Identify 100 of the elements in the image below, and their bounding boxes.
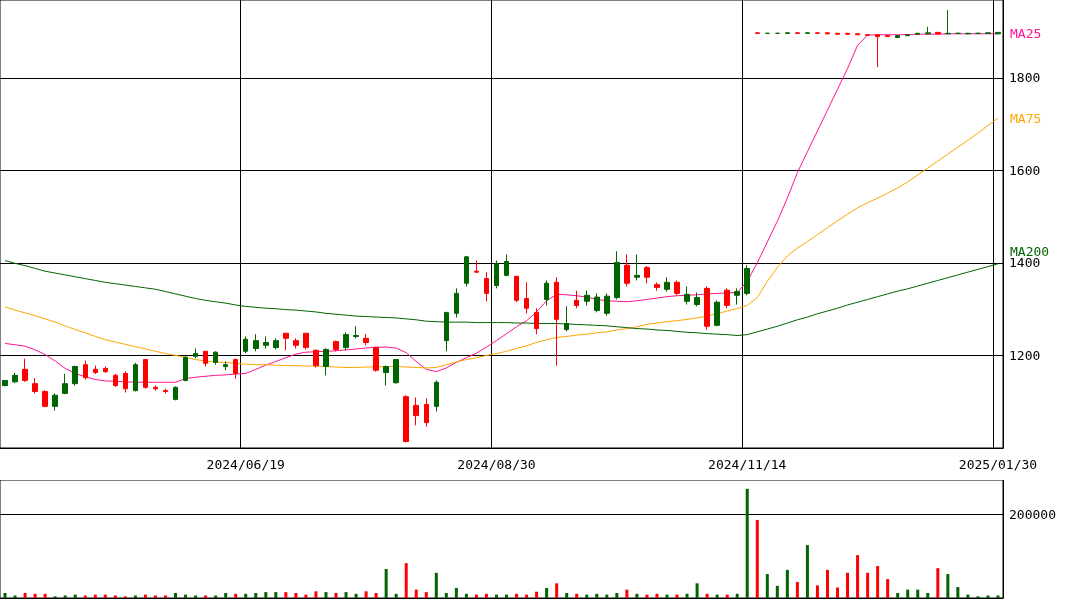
bar [886,579,890,598]
bar [986,595,990,598]
bar [153,595,157,598]
candlestick [684,285,690,306]
candlestick [22,358,28,383]
bar [234,593,238,598]
candlestick [203,350,208,368]
bar [505,594,509,598]
y-tick-label: 1800 [1009,70,1041,86]
bar [705,593,709,598]
candlestick [233,358,238,380]
bar [775,585,779,598]
x-tick-label: 2024/06/19 [206,457,285,472]
candlestick [293,337,299,349]
candlestick [253,333,259,352]
candlestick [644,265,650,284]
bar [685,593,689,598]
candlestick [724,287,730,309]
bar [876,566,880,598]
candlestick [785,31,790,35]
bar [434,572,438,598]
bar [996,595,1000,598]
bar [785,569,789,598]
bar [414,589,418,598]
candlestick [875,34,880,68]
candlestick [795,31,800,35]
bar [394,593,398,598]
x-tick-label: 2025/01/30 [958,457,1038,472]
bar [916,589,920,598]
candlestick [243,335,248,354]
x-tick-label: 2024/11/14 [708,457,787,472]
candlestick [273,337,279,350]
candlestick [815,31,820,35]
bar [13,595,17,598]
candlestick [544,279,549,306]
bar [695,583,699,598]
candlestick [52,392,58,412]
candlestick [534,307,539,335]
bar [3,592,7,598]
candlestick [62,373,68,395]
bar [33,593,37,598]
candlestick [454,287,459,318]
candlestick [805,31,810,35]
bar [795,582,799,598]
candlestick [363,333,369,346]
bar [655,593,659,598]
bar [174,592,178,598]
bar [755,519,759,598]
y-tick-label: 1600 [1009,162,1041,178]
candlestick [614,250,620,300]
bar [635,593,639,598]
y-tick-label: 200000 [1009,506,1056,522]
candlestick [494,260,499,289]
candlestick [674,279,680,296]
candlestick [564,305,569,332]
candlestick [704,285,710,331]
candlestick [524,281,529,314]
bar [454,587,458,598]
candlestick [514,275,519,303]
candlestick [484,271,489,302]
series-label: MA25 [1009,26,1042,42]
candlestick [925,26,931,35]
bar [535,591,539,598]
candlestick [373,346,379,373]
candlestick [283,332,289,351]
candlestick [855,32,860,36]
candlestick [845,32,850,36]
candlestick [183,355,188,382]
candlestick [744,264,750,296]
candlestick [113,373,118,388]
bar [946,574,950,598]
candlestick [72,365,78,387]
bar [354,593,358,598]
candlestick [83,360,88,380]
candlestick [313,348,319,368]
bar [525,594,529,598]
y-tick-label: 1200 [1009,347,1041,363]
candlestick [504,254,509,277]
bar [324,592,328,598]
candlestick [143,359,148,390]
candlestick [865,34,870,37]
bar [304,594,308,598]
bar [334,592,338,598]
candlestick [825,31,830,35]
candlestick [584,290,590,306]
candlestick [664,276,670,293]
bar [595,593,599,598]
bar [665,594,669,598]
candlestick [133,362,138,393]
bar [43,593,47,598]
candlestick [895,34,900,39]
candlestick [173,385,178,401]
bar [244,593,248,598]
bar [164,595,167,598]
candlestick [163,388,168,394]
candlestick [424,397,429,428]
bar [725,594,729,598]
bar [133,595,137,598]
bar [63,595,67,598]
candlestick [604,292,610,317]
